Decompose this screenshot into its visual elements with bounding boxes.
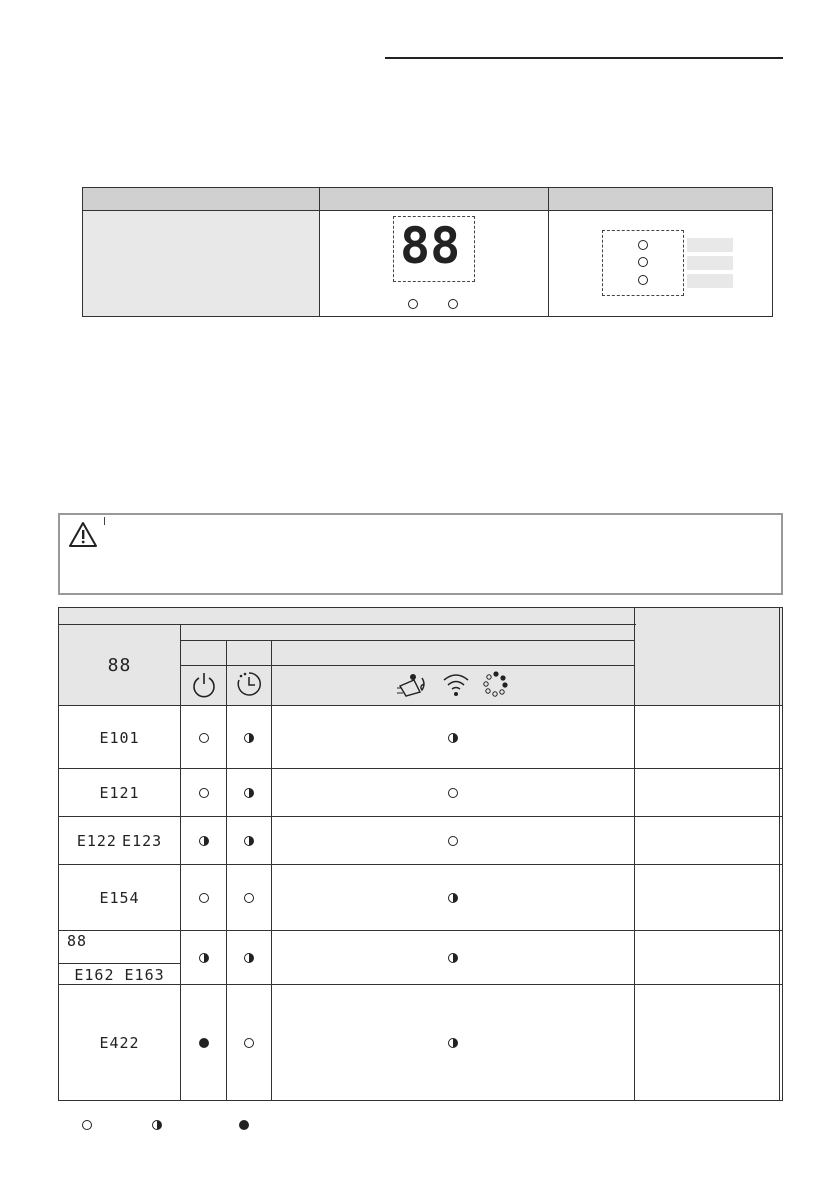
warning-box [58,513,783,595]
led-icon [638,240,648,250]
timer-status-blink-icon [244,953,254,963]
led-icon [638,257,648,267]
table-row: E154 [58,864,783,931]
error-code: E121 [99,784,140,802]
power-icon [192,672,215,697]
error-code: E123 [122,832,163,850]
power-status-off-icon [198,788,209,798]
combined-status-off-icon [448,788,459,798]
power-status-off-icon [198,732,209,743]
table-row: E122 E123 [58,816,783,865]
combined-status-blink-icon [448,893,459,903]
power-status-on-icon [198,1038,209,1048]
error-code: 88 [67,932,88,950]
digit-display-cell: 88 [319,210,549,317]
power-status-blink-icon [198,953,209,963]
plug-sun-icon [397,673,425,697]
display-header: 88 [107,654,132,676]
combined-status-blink-icon [448,953,459,963]
legend-blink-icon [152,1120,162,1130]
error-code: E154 [99,889,140,907]
timer-icon [237,671,261,696]
timer-status-blink-icon [244,788,254,798]
legend-off-icon [82,1120,92,1130]
error-code: E422 [99,1034,140,1052]
led-icon [638,275,648,285]
table-row: 88 [58,930,783,985]
combined-status-blink-icon [448,732,459,743]
header-rule [385,57,783,59]
power-status-off-icon [198,893,209,903]
description-cell [82,210,320,317]
error-code: E162 E163 [74,965,165,984]
indicator-icon [448,299,458,309]
error-code: E122 [76,832,117,850]
error-code: E101 [99,728,140,747]
timer-status-blink-icon [244,836,254,846]
dots-ring-icon [483,670,508,697]
power-status-blink-icon [198,836,209,846]
warning-icon [69,522,97,547]
table-row: E121 [58,768,783,817]
led-panel-cell [548,210,773,317]
timer-status-off-icon [244,893,254,903]
seven-segment-display: 88 [400,217,461,275]
indicator-icon [408,299,418,309]
timer-status-blink-icon [244,732,254,743]
table-row: E101 [58,705,783,769]
combined-status-off-icon [448,836,459,846]
legend-on-icon [239,1120,249,1130]
combined-status-blink-icon [448,1038,459,1048]
table-row: E422 [58,984,783,1101]
error-code-table: 88 E101 E121 E122 E123 E154 88 E162 E163… [57,607,783,1101]
timer-status-off-icon [244,1038,254,1048]
display-panel-table: 88 [82,187,773,317]
wifi-icon [443,673,469,696]
